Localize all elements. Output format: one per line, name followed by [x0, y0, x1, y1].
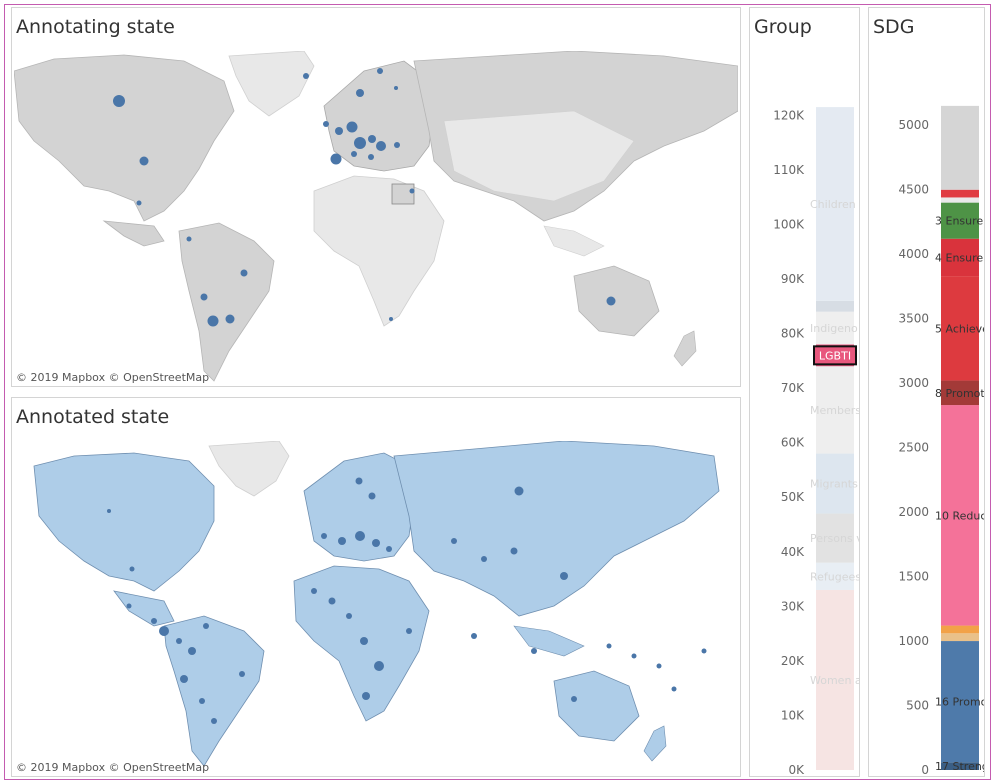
dashboard-frame: [4, 4, 991, 780]
y-tick-label: 20K: [781, 654, 805, 668]
bar-segment-label: 5 Achieve: [935, 322, 984, 335]
y-tick-label: 110K: [773, 163, 805, 177]
bar-segment[interactable]: [816, 300, 854, 312]
sdg-stacked-bar-chart[interactable]: 0 500 1000 1500 2000 2500 3000 3500 4000 4500 5000…: [869, 8, 984, 776]
bar-segment-label: 17 Streng: [935, 760, 984, 773]
map-south-america: [178, 222, 275, 382]
bar-segment[interactable]: [816, 366, 854, 454]
annotated-map-attribution[interactable]: © 2019 Mapbox © OpenStreetMap: [16, 761, 210, 774]
bar-segment[interactable]: [941, 238, 979, 277]
bar-segment-label: 16 Promo: [935, 696, 984, 709]
y-tick-label: 100K: [773, 217, 805, 231]
y-tick-label: 120K: [773, 108, 805, 122]
map-europe: [323, 60, 435, 172]
bar-segment[interactable]: [816, 311, 854, 345]
bar-segment-label: Migrants: [810, 478, 858, 491]
map-africa: [313, 175, 445, 327]
annotating-dots: [113, 68, 616, 327]
bar-segment[interactable]: [941, 625, 979, 634]
sdg-chart-panel: SDG 0 500 1000 1500 2000 2500 3000 3500 4000 4500…: [868, 7, 985, 777]
bar-segment[interactable]: [941, 189, 979, 198]
bar-segment[interactable]: [941, 197, 979, 203]
y-tick-label: 4500: [898, 183, 929, 197]
sdg-chart-title: SDG: [873, 16, 915, 38]
bar-segment[interactable]: [816, 513, 854, 563]
highlight-box: [813, 345, 857, 366]
y-tick-label: 2500: [898, 441, 929, 455]
y-tick-label: 1000: [898, 634, 929, 648]
annotated-state-panel: Annotated state: [11, 397, 741, 777]
map-north-america: [14, 54, 235, 222]
annotating-state-map[interactable]: [14, 51, 738, 385]
bar-segment-label: Persons v: [810, 532, 859, 545]
annotated-state-title: Annotated state: [16, 406, 170, 428]
bar-segment-label: 8 Promot: [935, 387, 984, 400]
bar-segment[interactable]: [941, 762, 979, 770]
bar-segment[interactable]: [941, 405, 979, 626]
bar-segment[interactable]: [941, 202, 979, 239]
y-tick-label: 40K: [781, 545, 805, 559]
y-tick-label: 90K: [781, 272, 805, 286]
annotating-map-attribution[interactable]: © 2019 Mapbox © OpenStreetMap: [16, 371, 210, 384]
bar-segment[interactable]: [941, 380, 979, 406]
y-tick-label: 4000: [898, 247, 929, 261]
y-tick-label: 500: [906, 699, 929, 713]
bar-segment[interactable]: [816, 107, 854, 301]
bar-segment-label: Members: [810, 404, 859, 417]
group-chart-title: Group: [754, 16, 812, 38]
y-tick-label: 50K: [781, 490, 805, 504]
y-tick-label: 30K: [781, 599, 805, 613]
bar-segment[interactable]: [941, 276, 979, 381]
annotating-state-title: Annotating state: [16, 16, 175, 38]
bar-segment[interactable]: [941, 105, 979, 190]
group-stacked-bar-chart[interactable]: 0K 10K 20K 30K 40K 50K 60K 70K 80K 90K 100K 110K 120…: [750, 8, 859, 776]
y-tick-label: 60K: [781, 436, 805, 450]
y-tick-label: 80K: [781, 327, 805, 341]
y-tick-label: 5000: [898, 118, 929, 132]
bar-segment-label: Children: [810, 198, 856, 211]
bar-segment-label: LGBTI: [819, 349, 851, 362]
y-tick-label: 3000: [898, 376, 929, 390]
bar-segment[interactable]: [941, 641, 979, 763]
map-australia: [573, 265, 660, 337]
bar-segment[interactable]: [816, 562, 854, 590]
bar-segment-label: Women a: [810, 674, 859, 687]
bar-segment[interactable]: [816, 453, 854, 514]
y-tick-label: 10K: [781, 708, 805, 722]
bar-segment[interactable]: [941, 633, 979, 642]
bar-segment-label: Indigeno: [810, 322, 858, 335]
annotated-state-map[interactable]: [14, 441, 738, 775]
bar-segment-label: 10 Reduc: [935, 509, 984, 522]
annotating-state-panel: Annotating state: [11, 7, 741, 387]
bar-segment[interactable]: [816, 589, 854, 770]
y-tick-label: 0: [921, 763, 929, 776]
map-greenland: [228, 51, 315, 117]
y-tick-label: 1500: [898, 570, 929, 584]
annotated-dots: [107, 477, 707, 724]
y-tick-label: 3500: [898, 312, 929, 326]
y-tick-label: 70K: [781, 381, 805, 395]
y-tick-label: 0K: [788, 763, 805, 776]
y-tick-label: 2000: [898, 505, 929, 519]
bar-segment-label: 3 Ensure: [935, 215, 983, 228]
bar-segment-label: Refugees: [810, 570, 859, 583]
group-chart-panel: Group 0K 10K 20K 30K 40K 50K 60K 70K 80K 90K 100K 1…: [749, 7, 860, 777]
bar-segment-label: 4 Ensure: [935, 251, 983, 264]
